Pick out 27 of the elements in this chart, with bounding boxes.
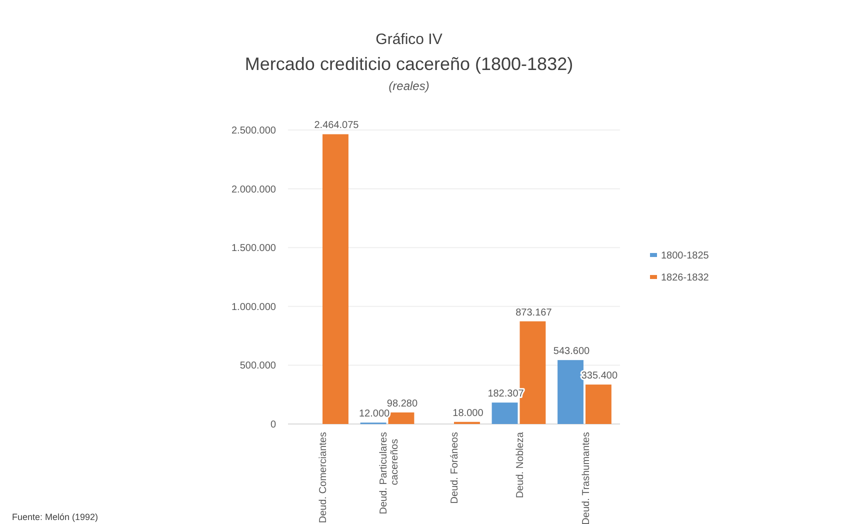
legend-label: 1826-1832 [661, 272, 710, 284]
data-label: 2.464.075 [314, 120, 360, 132]
legend-label: 1800-1825 [661, 250, 710, 262]
y-tick-label: 2.500.000 [232, 126, 276, 136]
x-tick-label: Deud. Comerciantes [318, 432, 330, 524]
data-label: 543.600 [553, 346, 590, 358]
y-tick-label: 1.500.000 [232, 243, 276, 254]
bar [492, 402, 518, 424]
x-tick-label: Deud. Trashumantes [580, 432, 592, 524]
chart-title: Gráfico IV [376, 31, 442, 48]
x-tick-label: Deud. Particulares cacereños [378, 432, 400, 514]
bar [322, 134, 348, 424]
data-label: 98.280 [386, 398, 418, 410]
y-axis-title: (reales) [388, 79, 430, 93]
data-label: 18.000 [452, 408, 484, 419]
y-tick-label: 1.000.000 [232, 302, 276, 313]
y-tick-label: 500.000 [240, 360, 276, 372]
y-tick-label: 2.000.000 [232, 184, 276, 196]
data-label: 873.167 [516, 307, 552, 318]
source-note: Fuente: Melón (1992) [12, 512, 98, 522]
bar [558, 360, 584, 424]
bar [585, 384, 612, 424]
bar [388, 412, 414, 424]
chart-subtitle: Mercado crediticio cacereño (1800-1832) [244, 54, 574, 74]
x-tick-label: Deud. Nobleza [515, 432, 526, 498]
y-tick-label: 0 [270, 420, 276, 430]
x-tick-label: Deud. Foráneos [450, 432, 460, 504]
